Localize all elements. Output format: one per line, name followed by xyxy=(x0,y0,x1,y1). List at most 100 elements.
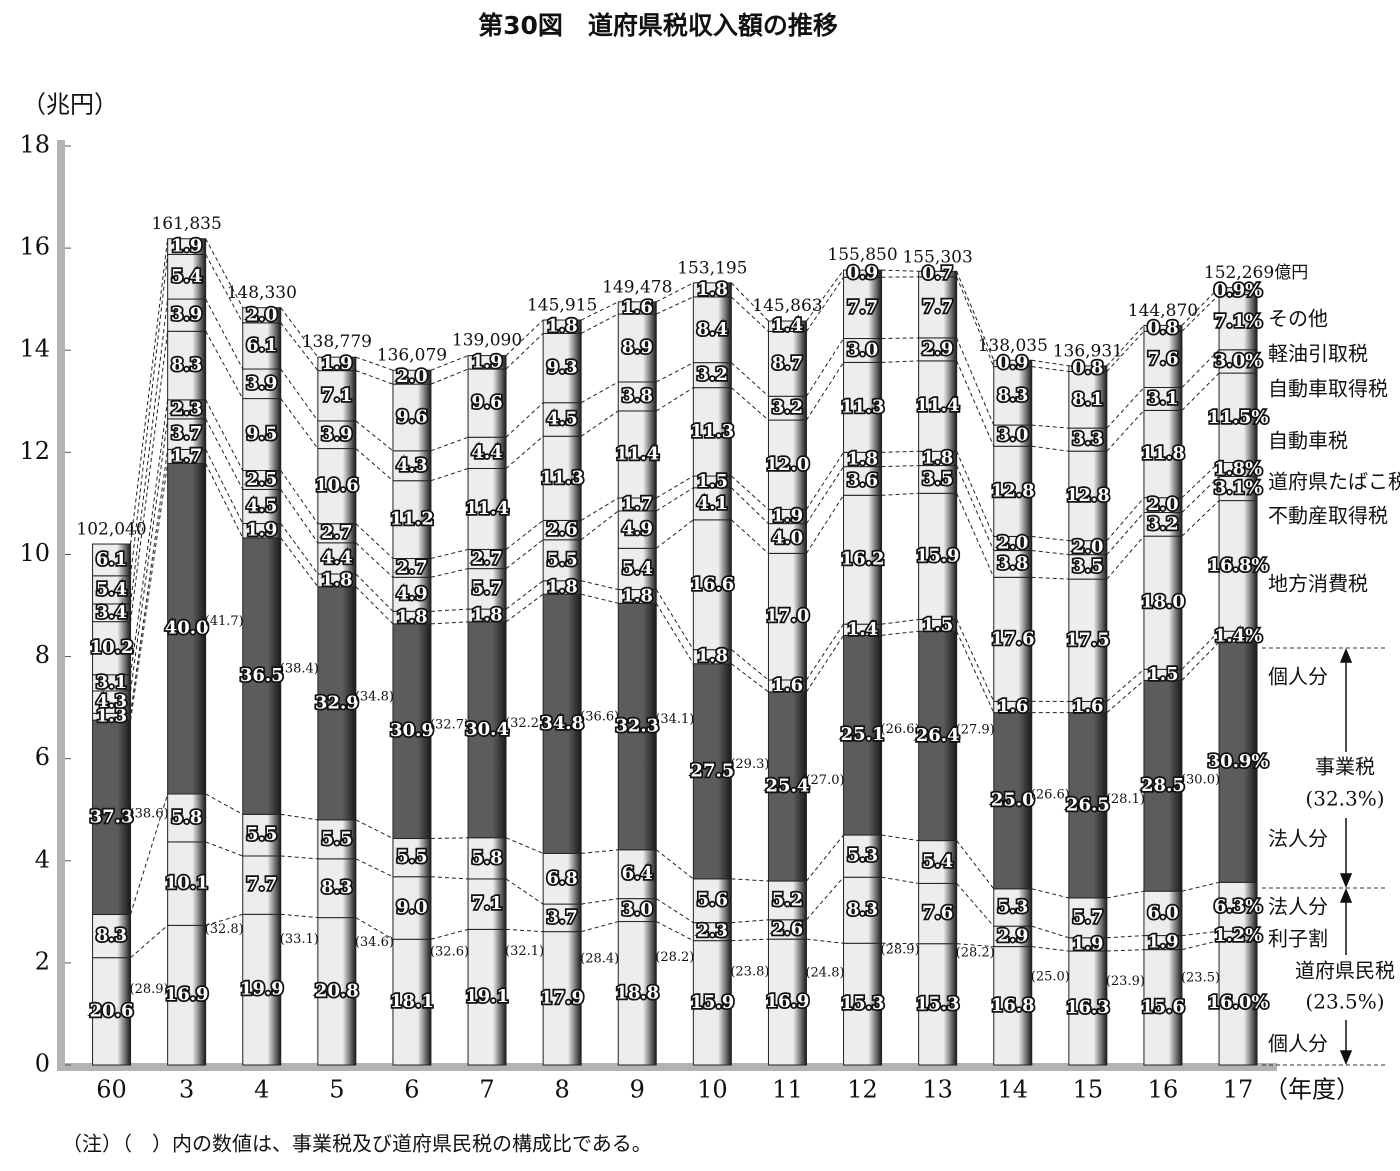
connector xyxy=(355,573,394,612)
segment-label: 3.0 xyxy=(997,425,1028,446)
segment-label: 12.8 xyxy=(1066,485,1110,506)
bar-segment xyxy=(1068,370,1108,429)
segment-label: 7.6 xyxy=(1147,348,1178,369)
segment-label: 3.9 xyxy=(246,373,277,394)
segment-label: 15.6 xyxy=(1141,996,1185,1017)
segment-label: 5.4 xyxy=(622,558,653,579)
segment-label: 1.4 xyxy=(847,619,878,640)
connector xyxy=(731,362,769,397)
segment-label: 30.9 xyxy=(390,720,434,741)
segment-label: 11.4 xyxy=(916,395,960,416)
connector xyxy=(580,313,619,334)
segment-label: 37.3 xyxy=(90,806,134,827)
total-label: 145,863 xyxy=(752,296,822,316)
x-tick-label: 7 xyxy=(479,1076,494,1104)
connector xyxy=(130,924,168,959)
total-label: 148,330 xyxy=(227,283,297,303)
connector xyxy=(130,298,169,605)
bar-segment xyxy=(1218,641,1258,883)
connector xyxy=(730,282,769,322)
bar-segment xyxy=(1143,679,1183,892)
segment-label: 1.6 xyxy=(622,297,653,318)
connector xyxy=(355,420,394,452)
segment-label: 0.8 xyxy=(1147,317,1178,338)
connector xyxy=(430,568,469,578)
segment-label: 15.3 xyxy=(841,993,885,1014)
segment-label: 3.2 xyxy=(772,397,803,418)
connector xyxy=(355,542,394,578)
bar-segment xyxy=(167,253,207,300)
segment-label: 25.1 xyxy=(841,724,885,745)
bar-segment xyxy=(1143,330,1183,388)
connector xyxy=(130,399,169,675)
segment-label: 2.9 xyxy=(997,925,1028,946)
connector xyxy=(731,663,769,693)
connector xyxy=(1031,535,1069,542)
legend-label: 不動産取得税 xyxy=(1268,504,1388,528)
connectors xyxy=(130,238,1220,959)
segment-label: 1.6 xyxy=(1072,696,1103,717)
connector xyxy=(1031,888,1069,899)
bar-segment xyxy=(542,593,582,854)
connector xyxy=(806,876,844,921)
bar-segment xyxy=(1068,950,1108,1066)
segment-label: 16.0% xyxy=(1208,992,1269,1013)
connector xyxy=(956,451,995,537)
share-label: (32.7) xyxy=(430,717,469,732)
legend-label: 自動車税 xyxy=(1268,429,1348,453)
connector xyxy=(956,465,995,551)
y-tick-label: 10 xyxy=(19,539,50,567)
connector xyxy=(280,368,319,422)
segment-label: 7.1 xyxy=(471,893,502,914)
connector xyxy=(280,913,318,919)
segment-label: 6.8 xyxy=(546,868,577,889)
connector xyxy=(505,878,544,905)
segment-label: 4.3 xyxy=(96,691,127,712)
x-axis xyxy=(57,1063,1277,1071)
connector xyxy=(881,465,919,468)
bar-segment xyxy=(767,419,807,510)
connector xyxy=(280,398,319,449)
segment-label: 3.0% xyxy=(1214,350,1262,371)
segment-label: 8.3 xyxy=(171,355,202,376)
segment-label: 1.7 xyxy=(622,493,653,514)
bar-segment xyxy=(167,924,207,1066)
segment-label: 1.8 xyxy=(471,604,502,625)
y-tick-label: 8 xyxy=(35,641,50,669)
connector xyxy=(656,362,694,383)
connector xyxy=(130,449,169,714)
connector xyxy=(505,539,544,570)
connector xyxy=(130,793,169,915)
segment-label: 8.7 xyxy=(772,353,803,374)
connector xyxy=(280,307,319,358)
segment-label: 8.1 xyxy=(1072,389,1103,410)
segment-label: 4.4 xyxy=(471,442,502,463)
connector xyxy=(581,593,619,604)
y-tick-label: 18 xyxy=(19,131,50,159)
connector xyxy=(1181,500,1220,537)
connector xyxy=(1106,325,1145,367)
bar-segment xyxy=(317,448,357,525)
bar-segment xyxy=(1143,324,1183,332)
connector xyxy=(1106,680,1145,714)
connector xyxy=(505,333,544,370)
connector xyxy=(1181,881,1220,892)
bar-segment xyxy=(843,876,883,944)
legend-group: 事業税 xyxy=(1315,755,1375,779)
segment-label: 19.1 xyxy=(465,986,509,1007)
bar-segment xyxy=(843,269,883,278)
connector xyxy=(130,418,169,692)
bar-segment xyxy=(242,813,282,857)
segment-label: 2.5 xyxy=(246,469,277,490)
connector xyxy=(806,452,844,510)
segment-label: 3.1% xyxy=(1214,478,1262,499)
connector xyxy=(1181,476,1220,513)
segment-label: 1.4 xyxy=(772,315,803,336)
bar-segment xyxy=(242,488,282,525)
segment-label: 36.5 xyxy=(240,665,284,686)
segment-label: 1.7 xyxy=(171,445,202,466)
connector xyxy=(881,360,919,363)
bar-segment xyxy=(317,917,357,1066)
bar-segment xyxy=(1143,535,1183,670)
segment-label: 11.4 xyxy=(465,498,509,519)
